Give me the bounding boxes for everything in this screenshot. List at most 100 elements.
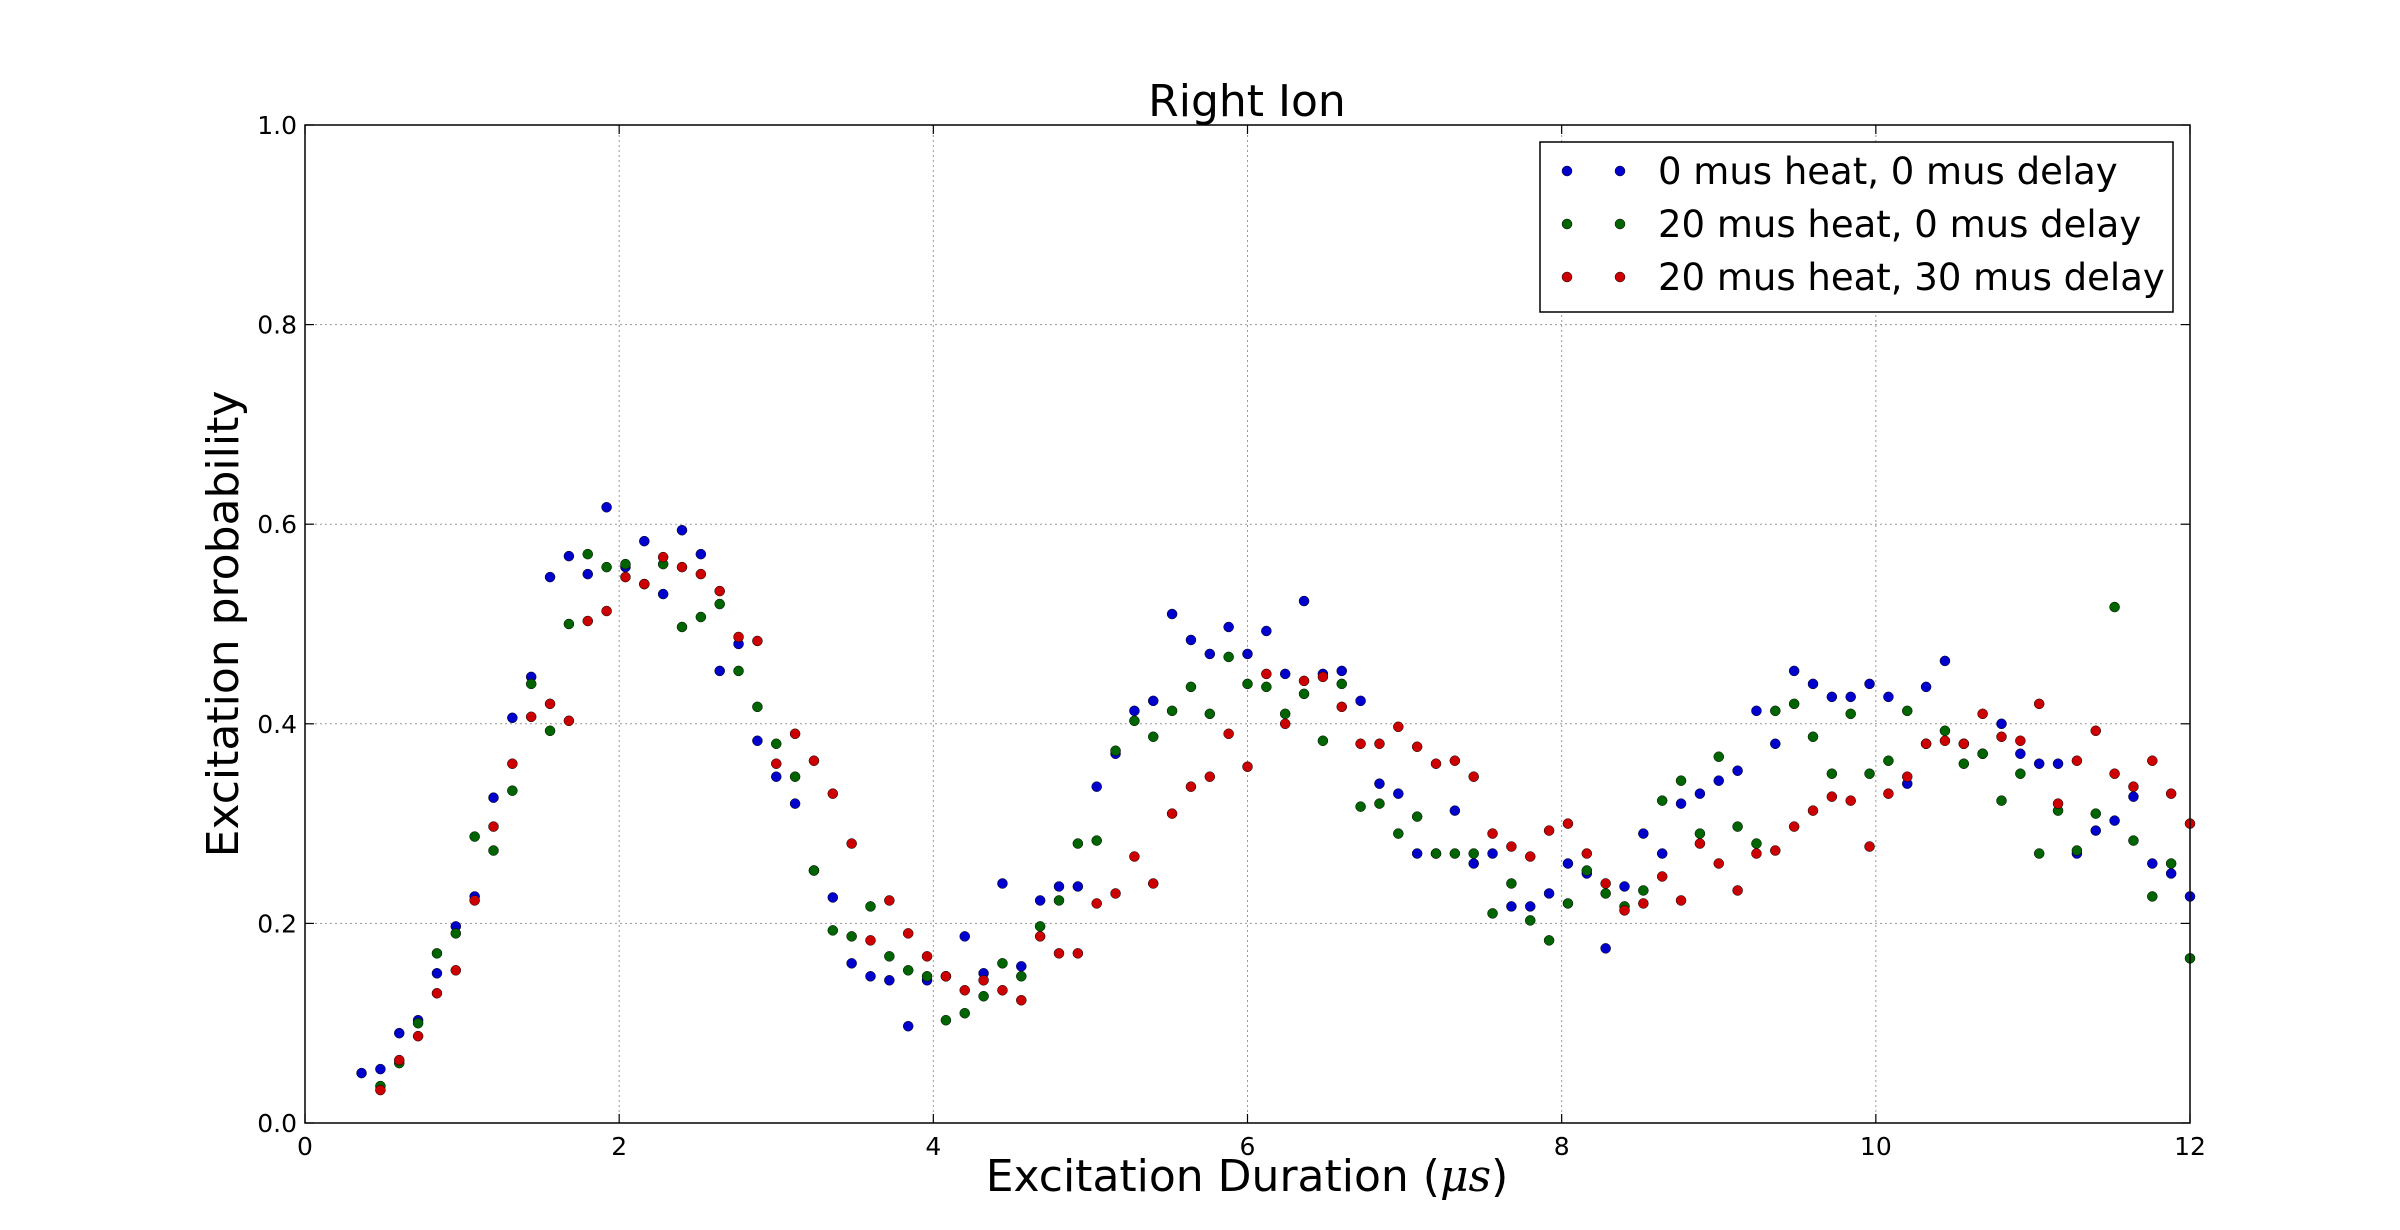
y-tick-label: 0.0 <box>257 1109 297 1138</box>
data-point <box>2015 768 2026 779</box>
data-point <box>1675 798 1687 809</box>
data-point <box>2090 825 2101 836</box>
data-point <box>1543 825 1555 836</box>
legend-label: 0 mus heat, 0 mus delay <box>1658 150 2118 193</box>
data-point <box>450 965 462 976</box>
data-point <box>695 611 707 623</box>
data-point <box>1261 625 1272 637</box>
data-point <box>507 758 518 769</box>
data-point <box>1261 668 1272 680</box>
series-3 <box>375 551 2196 1096</box>
data-point <box>1600 878 1611 889</box>
data-point <box>657 588 669 600</box>
data-point <box>469 895 480 906</box>
data-point <box>959 931 970 942</box>
data-point <box>563 715 575 727</box>
data-point <box>563 618 575 630</box>
data-point <box>1261 681 1272 693</box>
data-point <box>2015 735 2026 747</box>
data-point <box>1242 678 1253 690</box>
data-point <box>1506 841 1517 852</box>
data-point <box>1656 848 1668 859</box>
y-axis-title: Excitation probability <box>198 391 249 858</box>
data-point <box>1223 728 1234 740</box>
y-tick-label: 0.8 <box>257 311 297 340</box>
data-point <box>1939 735 1951 747</box>
data-point <box>431 988 443 999</box>
data-point <box>695 568 707 580</box>
data-point <box>1166 808 1178 819</box>
data-point <box>1845 795 1856 806</box>
data-point <box>940 971 952 982</box>
data-point <box>1996 731 2007 743</box>
data-point <box>997 985 1008 996</box>
data-point <box>733 631 744 643</box>
data-point <box>1732 821 1743 832</box>
data-point <box>1751 838 1762 849</box>
data-point <box>601 605 612 617</box>
data-point <box>1826 768 1838 779</box>
x-tick-label: 12 <box>2174 1132 2206 1161</box>
data-point <box>789 728 801 740</box>
data-point <box>1638 885 1649 896</box>
data-point <box>676 561 688 573</box>
data-point <box>1072 881 1084 892</box>
data-point <box>2071 755 2083 766</box>
data-point <box>827 892 839 903</box>
data-point <box>1053 881 1065 892</box>
data-point <box>2109 815 2120 826</box>
data-point <box>1374 798 1385 809</box>
data-point <box>884 975 895 986</box>
data-point <box>1091 835 1102 846</box>
data-point <box>940 1014 952 1026</box>
legend-label: 20 mus heat, 30 mus delay <box>1658 256 2165 299</box>
data-point <box>1996 795 2007 806</box>
data-point <box>1034 931 1046 942</box>
data-point <box>771 738 782 750</box>
x-axis-title-unit: μs <box>1440 1151 1491 1202</box>
data-point <box>752 735 763 747</box>
data-point <box>1185 681 1197 693</box>
data-point <box>1204 708 1216 720</box>
data-point <box>846 931 857 942</box>
data-point <box>1279 708 1291 720</box>
data-point <box>1506 901 1517 912</box>
y-tick-label: 0.6 <box>257 510 297 539</box>
data-point <box>1298 675 1310 687</box>
data-point <box>1525 915 1536 926</box>
data-point <box>1393 721 1404 733</box>
data-point <box>1016 994 1027 1006</box>
data-point <box>714 598 725 610</box>
data-point <box>1562 858 1574 869</box>
data-points <box>356 501 2196 1096</box>
data-point <box>789 798 801 809</box>
data-point <box>2052 758 2064 769</box>
data-point <box>1223 651 1234 663</box>
data-point <box>1675 775 1687 786</box>
data-point <box>1336 678 1347 690</box>
data-point <box>1751 705 1762 717</box>
data-point <box>1317 735 1329 747</box>
data-point <box>1902 705 1913 717</box>
data-point <box>1487 828 1498 839</box>
data-point <box>1016 961 1027 972</box>
data-point <box>1807 678 1819 690</box>
data-point <box>752 701 763 713</box>
data-point <box>808 865 820 876</box>
data-point <box>714 665 725 677</box>
data-point <box>1939 655 1951 667</box>
data-point <box>1166 608 1178 620</box>
data-point <box>1788 665 1800 677</box>
legend-box <box>1539 141 2174 313</box>
axis-ticks: 0 2 4 6 8 10 12 0.0 0.2 0.4 0.6 0.8 1.0 <box>257 111 2206 1161</box>
data-point <box>431 948 443 959</box>
data-point <box>2147 858 2158 869</box>
data-point <box>1355 695 1366 707</box>
data-point <box>1374 778 1385 789</box>
data-point <box>1468 771 1479 782</box>
x-tick-label: 10 <box>1860 1132 1892 1161</box>
data-point <box>394 1054 405 1066</box>
data-point <box>1638 828 1649 839</box>
data-point <box>1034 895 1046 906</box>
